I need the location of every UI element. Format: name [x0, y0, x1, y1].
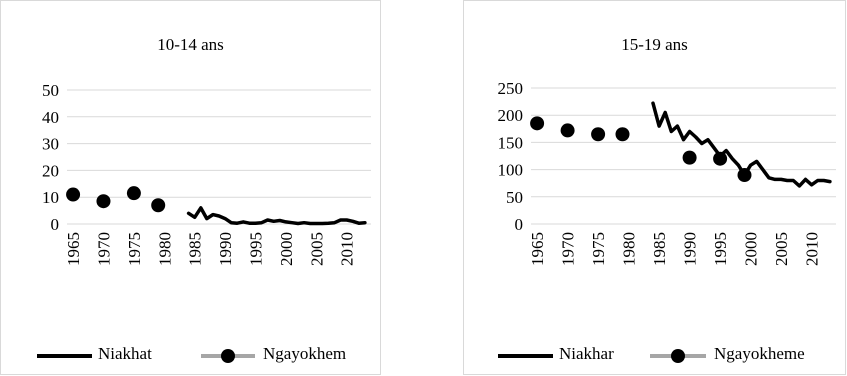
legend: Niakhat Ngayokhem — [1, 343, 380, 367]
legend: Niakhar Ngayokheme — [464, 343, 845, 367]
y-tick-label: 30 — [42, 135, 59, 154]
y-tick-label: 40 — [42, 108, 59, 127]
x-tick-label: 1995 — [246, 232, 265, 266]
x-tick-label: 1980 — [155, 232, 174, 266]
data-point — [96, 194, 111, 209]
x-tick-label: 1985 — [650, 232, 669, 266]
x-tick-label: 1975 — [125, 232, 144, 266]
data-point — [560, 123, 575, 138]
y-tick-label: 50 — [42, 81, 59, 100]
y-tick-label: 250 — [498, 79, 524, 98]
data-point — [591, 127, 606, 142]
y-tick-label: 10 — [42, 188, 59, 207]
legend-line-swatch — [37, 354, 92, 358]
data-point — [615, 127, 630, 142]
legend-label: Ngayokhem — [263, 344, 347, 363]
x-tick-label: 1990 — [216, 232, 235, 266]
x-tick-label: 1975 — [589, 232, 608, 266]
x-tick-label: 1970 — [94, 232, 113, 266]
data-point — [737, 168, 752, 183]
x-tick-label: 2000 — [277, 232, 296, 266]
chart-panel-15-19: 15-19 ans 0 50 100 150 200 250 1965 1970 1975 198… — [463, 0, 846, 375]
y-tick-label: 150 — [498, 133, 524, 152]
x-tick-label: 2010 — [803, 232, 822, 266]
data-point — [126, 186, 141, 201]
data-point — [66, 187, 81, 202]
x-tick-label: 1985 — [186, 232, 205, 266]
x-tick-label: 2010 — [338, 232, 357, 266]
data-point — [713, 151, 728, 166]
data-point — [151, 198, 166, 213]
y-tick-label: 20 — [42, 161, 59, 180]
plot-area-10-14: 0 10 20 30 40 50 1965 1970 1975 1980 1985 1990 1995 2… — [42, 81, 371, 266]
chart-title: 10-14 ans — [157, 35, 224, 54]
x-tick-label: 1970 — [559, 232, 578, 266]
legend-label: Ngayokheme — [714, 344, 805, 363]
series-line — [186, 206, 367, 226]
y-tick-label: 50 — [506, 188, 523, 207]
chart-panel-10-14: 10-14 ans 0 10 20 30 40 50 1965 1970 1975 1980 198… — [0, 0, 381, 375]
legend-dot-marker — [671, 349, 685, 363]
plot-area-15-19: 0 50 100 150 200 250 1965 1970 1975 1980 1985 1990 1… — [498, 79, 836, 266]
legend-label: Niakhar — [559, 344, 614, 363]
y-tick-label: 0 — [515, 215, 524, 234]
legend-line-swatch — [498, 354, 553, 358]
x-tick-label: 1965 — [528, 232, 547, 266]
chart-title: 15-19 ans — [621, 35, 688, 54]
x-tick-label: 1990 — [681, 232, 700, 266]
x-tick-label: 1980 — [620, 232, 639, 266]
data-point — [682, 150, 697, 165]
x-tick-label: 2000 — [742, 232, 761, 266]
legend-dot-marker — [221, 349, 235, 363]
y-tick-label: 0 — [51, 215, 60, 234]
y-tick-label: 100 — [498, 161, 524, 180]
x-tick-label: 2005 — [772, 232, 791, 266]
legend-label: Niakhat — [98, 344, 152, 363]
x-tick-label: 1995 — [711, 232, 730, 266]
x-tick-label: 2005 — [307, 232, 326, 266]
data-point — [530, 116, 545, 131]
y-tick-label: 200 — [498, 106, 524, 125]
x-tick-label: 1965 — [64, 232, 83, 266]
